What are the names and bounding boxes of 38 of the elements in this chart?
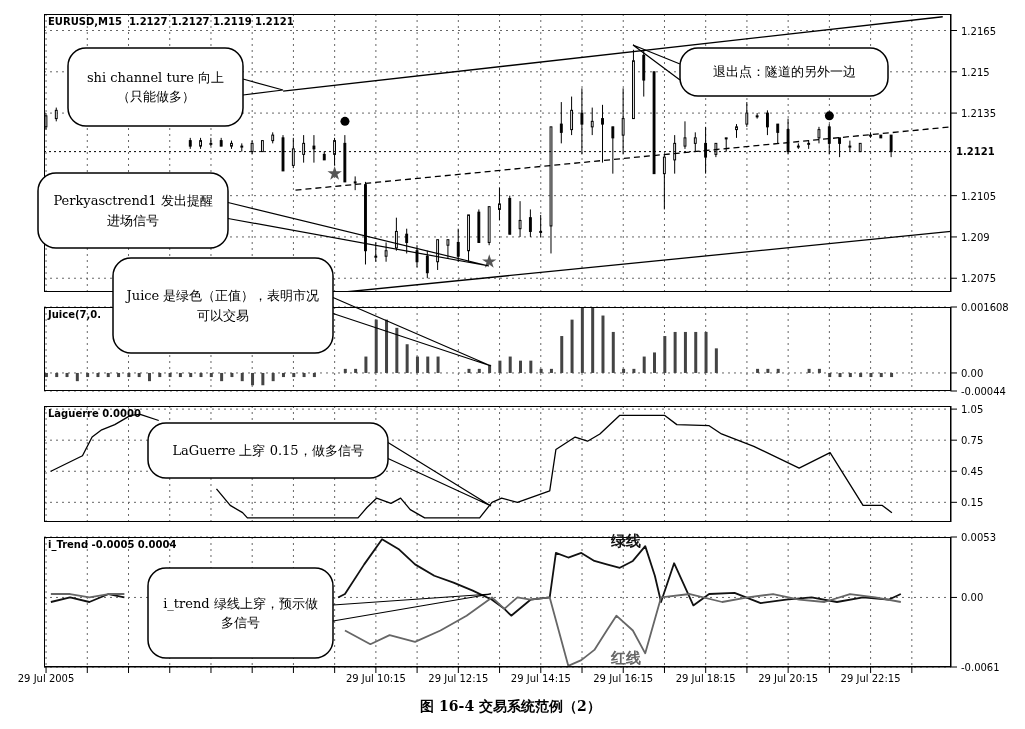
annotation: Juice 是绿色（正值），表明市况可以交易 — [113, 258, 333, 353]
x-tick-label: 29 Jul 22:15 — [840, 673, 901, 685]
x-tick-label: 29 Jul 20:15 — [758, 673, 819, 685]
y-tick-label: 1.209 — [961, 231, 990, 243]
x-tick-label: 29 Jul 12:15 — [428, 673, 489, 685]
chart-title: i_Trend -0.0005 0.0004 — [48, 539, 177, 550]
y-tick-label: 0.0053 — [961, 532, 996, 543]
y-tick-label: 0.00 — [961, 592, 984, 604]
y-tick-label: -0.0061 — [961, 662, 1000, 673]
x-tick-label: 29 Jul 18:15 — [675, 673, 736, 685]
annotation: 退出点：隧道的另外一边 — [680, 48, 888, 96]
y-tick-label: 1.2135 — [961, 108, 996, 120]
annotation: i_trend 绿线上穿，预示做多信号 — [148, 568, 333, 658]
y-tick-label: 0.001608 — [961, 302, 1009, 313]
x-tick-label: 29 Jul 10:15 — [345, 673, 406, 685]
x-tick-label: 29 Jul 2005 — [17, 673, 75, 685]
y-tick-label: 0.45 — [961, 466, 984, 478]
x-tick-label: 29 Jul 14:15 — [510, 673, 571, 685]
series-label: 绿线 — [611, 532, 641, 551]
y-tick-label: 0.00 — [961, 367, 984, 379]
caption: 图 16-4 交易系统范例（2） — [419, 698, 602, 716]
y-tick-label: 1.2165 — [961, 25, 996, 37]
y-tick-label: -0.00044 — [961, 386, 1006, 397]
annotation: shi channel ture 向上（只能做多） — [68, 48, 243, 126]
annotation: Perkyasctrend1 发出提醒进场信号 — [38, 173, 228, 248]
chart-title: EURUSD,M15 1.2127 1.2127 1.2119 1.2121 — [48, 16, 294, 27]
annotation: LaGuerre 上穿 0.15，做多信号 — [148, 423, 388, 478]
chart-title: Juice(7,0. — [48, 309, 102, 320]
series-label: 红线 — [611, 649, 641, 668]
chart-title: Laguerre 0.0000 — [48, 408, 141, 419]
y-tick-label: 1.2105 — [961, 190, 996, 202]
ref-line-label: 1.2121 — [956, 146, 995, 158]
y-tick-label: 1.2075 — [961, 273, 996, 285]
y-tick-label: 1.215 — [961, 66, 990, 78]
y-tick-label: 0.15 — [961, 497, 984, 509]
y-tick-label: 0.75 — [961, 435, 984, 447]
x-tick-label: 29 Jul 16:15 — [593, 673, 654, 685]
y-tick-label: 1.05 — [961, 404, 984, 416]
